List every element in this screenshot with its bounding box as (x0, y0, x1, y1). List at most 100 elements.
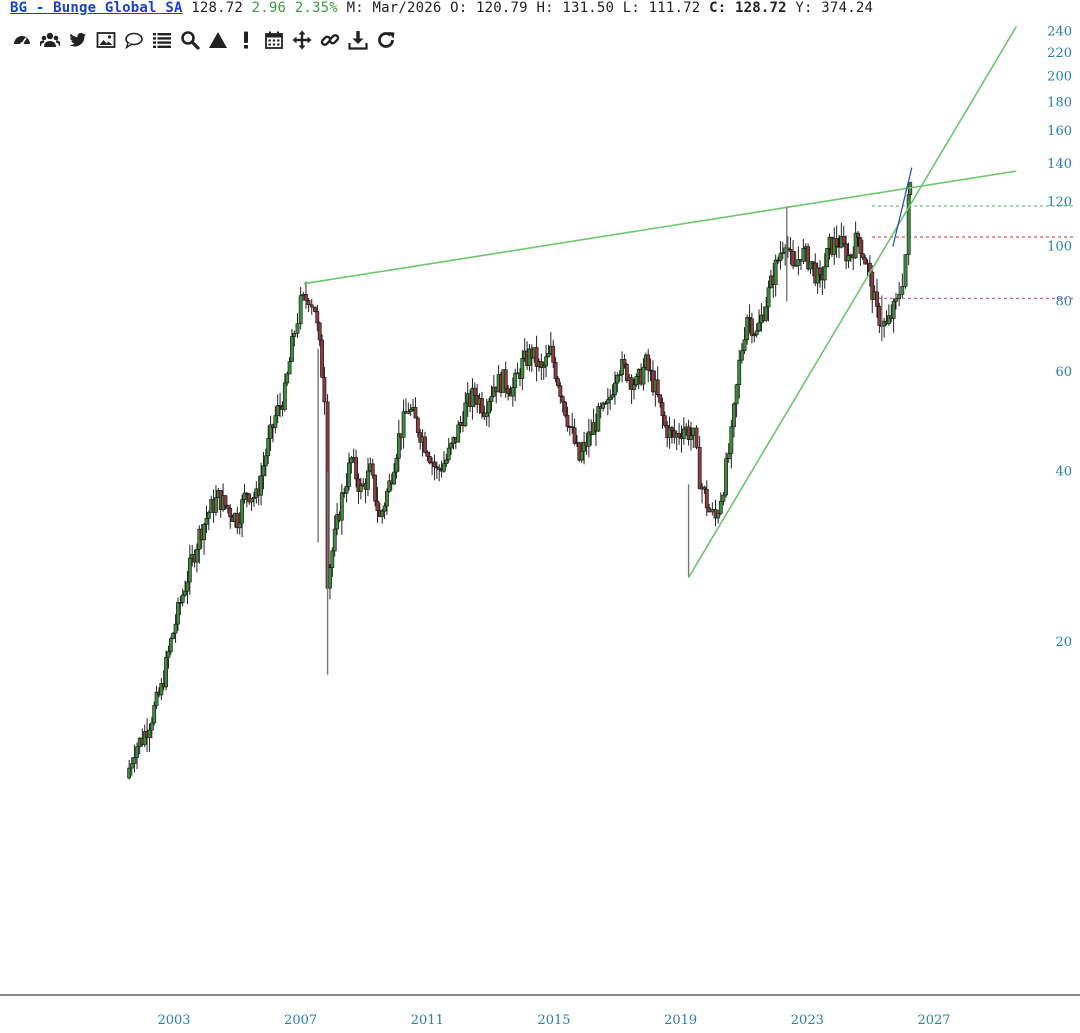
candle-body (796, 259, 801, 266)
candle-body (704, 488, 709, 509)
quote-header: BG - Bunge Global SA 128.72 2.96 2.35% M… (10, 0, 873, 16)
candle-body (844, 243, 849, 262)
candle-body (613, 382, 617, 396)
candle-body (825, 248, 830, 268)
exclamation-icon[interactable] (234, 28, 258, 52)
candle-body (610, 394, 615, 398)
candle-body (846, 255, 851, 262)
candle-body (658, 394, 662, 403)
trendline-recent-channel[interactable] (892, 167, 913, 247)
candle-body (615, 375, 620, 384)
y-tick-label: 80 (1055, 294, 1072, 309)
candle-body (183, 590, 187, 596)
y-tick-label: 20 (1055, 635, 1072, 650)
comment-icon[interactable] (122, 28, 146, 52)
candle-body (622, 359, 627, 365)
candle-body (339, 492, 344, 521)
candle-body (596, 406, 601, 432)
y-tick-label: 180 (1047, 95, 1072, 110)
candle-body (503, 369, 508, 390)
high-value: H: 131.50 (536, 0, 615, 16)
candle-body (732, 403, 736, 428)
triangle-icon[interactable] (206, 28, 230, 52)
candle-body (579, 450, 584, 461)
candle-body (539, 361, 544, 368)
candle-body (808, 261, 813, 270)
candle-body (223, 495, 228, 506)
candle-body (707, 507, 712, 513)
candle-body (877, 306, 882, 326)
y-tick-label: 140 (1047, 157, 1072, 172)
candle-body (778, 253, 783, 261)
candle-body (249, 498, 254, 503)
y-tick-label: 220 (1047, 46, 1072, 61)
candle-body (858, 237, 863, 254)
candle-body (152, 705, 157, 724)
candle-body (142, 731, 147, 745)
image-icon[interactable] (94, 28, 118, 52)
candle-body (726, 453, 731, 460)
candle-body (737, 359, 742, 386)
y-value: Y: 374.24 (795, 0, 874, 16)
candle-body (290, 336, 294, 362)
dashboard-icon[interactable] (10, 28, 34, 52)
candle-body (546, 352, 551, 358)
move-icon[interactable] (290, 28, 314, 52)
search-icon[interactable] (178, 28, 202, 52)
candle-body (853, 232, 858, 259)
candle-body (601, 402, 605, 409)
link-icon[interactable] (318, 28, 342, 52)
download-icon[interactable] (346, 28, 370, 52)
candles (127, 181, 913, 780)
symbol-link[interactable]: BG - Bunge Global SA (10, 0, 183, 16)
candle-body (266, 438, 271, 457)
y-tick-label: 120 (1047, 195, 1072, 210)
trendline-upper-resistance[interactable] (303, 170, 1017, 285)
candle-body (563, 401, 567, 416)
candle-body (764, 306, 769, 321)
users-icon[interactable] (38, 28, 62, 52)
candle-body (320, 339, 324, 378)
candle-body (166, 651, 171, 658)
candle-body (309, 304, 314, 308)
candle-body (603, 402, 608, 405)
trendline-lower-support[interactable] (687, 26, 1018, 578)
candle-body (315, 311, 320, 324)
list-icon[interactable] (150, 28, 174, 52)
candle-body (757, 322, 761, 332)
candle-body (425, 451, 430, 457)
candle-body (401, 411, 406, 438)
candle-body (432, 461, 437, 468)
candle-body (434, 466, 439, 469)
candle-body (204, 517, 209, 525)
candle-body (268, 424, 273, 439)
candle-body (634, 376, 639, 386)
candle-body (195, 548, 199, 563)
candle-body (780, 252, 785, 255)
last-price: 128.72 (191, 0, 243, 16)
candle-body (891, 301, 896, 319)
calendar-icon[interactable] (262, 28, 286, 52)
candle-body (560, 396, 565, 403)
candle-body (178, 602, 183, 604)
candle-body (171, 632, 176, 639)
candle-body (754, 330, 759, 336)
candle-body (689, 435, 693, 440)
candle-body (894, 298, 898, 302)
candle-body (168, 638, 173, 652)
candle-body (702, 486, 707, 490)
candle-body (427, 456, 432, 464)
candle-body (127, 767, 132, 779)
candle-body (660, 402, 665, 417)
price-change-pct: 2.35% (294, 0, 338, 16)
candle-body (240, 499, 244, 524)
twitter-icon[interactable] (66, 28, 90, 52)
candle-body (556, 378, 560, 386)
candle-body (747, 317, 752, 320)
candle-body (159, 682, 164, 696)
candle-body (570, 426, 575, 429)
refresh-icon[interactable] (374, 28, 398, 52)
candle-body (810, 261, 815, 264)
candle-body (565, 414, 570, 427)
